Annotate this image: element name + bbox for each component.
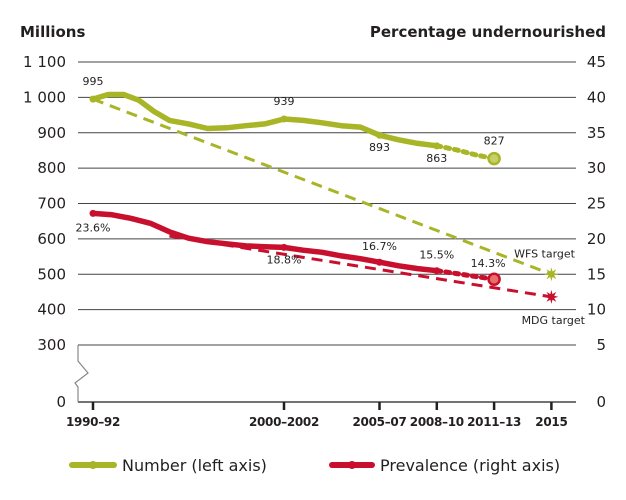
number-point	[89, 95, 97, 103]
number-data-label: 863	[426, 152, 447, 165]
number-data-label: 995	[83, 75, 104, 88]
right-tick-label: 10	[587, 301, 606, 319]
wfs-target-label: WFS target	[514, 247, 576, 260]
left-tick-label: 600	[37, 230, 66, 248]
prevalence-data-label: 15.5%	[419, 249, 454, 262]
x-tick-label: 2005–07	[353, 415, 407, 429]
wfs-target-star-icon	[544, 267, 559, 282]
left-tick-label: 0	[56, 393, 66, 411]
mdg-target-label: MDG target	[522, 314, 586, 327]
right-tick-label: 5	[596, 336, 606, 354]
number-point	[376, 131, 383, 139]
x-tick-label: 2008–10	[410, 415, 464, 429]
prevalence-point	[376, 258, 383, 266]
left-tick-label: 400	[37, 301, 66, 319]
right-tick-label: 30	[587, 159, 606, 177]
prevalence-point	[280, 243, 288, 251]
right-axis-title: Percentage undernourished	[370, 23, 606, 41]
left-axis-title: Millions	[20, 23, 85, 41]
number-data-label: 893	[369, 141, 390, 154]
legend-label-prevalence: Prevalence (right axis)	[380, 456, 560, 475]
data-labels: 995 939 893 863 827 23.6% 18.8% 16.7% 15.5% 14.3%	[76, 75, 506, 270]
left-tick-label: 500	[37, 265, 66, 283]
prevalence-projection-line	[434, 268, 497, 282]
axis-break-icon	[74, 345, 89, 402]
x-tick-label: 2000–2002	[249, 415, 319, 429]
left-tick-label: 700	[37, 195, 66, 213]
prevalence-point	[433, 267, 441, 275]
right-tick-label: 45	[587, 53, 606, 71]
legend-label-number: Number (left axis)	[122, 456, 267, 475]
prevalence-data-label: 16.7%	[362, 240, 397, 253]
legend: Number (left axis) Prevalence (right axi…	[69, 456, 560, 475]
right-tick-label: 25	[587, 195, 606, 213]
number-data-label: 827	[484, 135, 505, 148]
x-tick-label: 2015	[535, 415, 567, 429]
legend-item-prevalence: Prevalence (right axis)	[329, 456, 560, 475]
legend-item-number: Number (left axis)	[69, 456, 267, 475]
number-projection-line	[434, 143, 497, 162]
left-tick-label: 1 000	[23, 88, 66, 106]
series-lines	[89, 91, 501, 286]
target-lines: WFS target MDG target	[92, 97, 586, 327]
x-tick-label: 1990–92	[66, 415, 120, 429]
number-point	[433, 142, 441, 150]
number-point	[487, 151, 501, 166]
prevalence-data-label: 18.8%	[267, 253, 302, 266]
prevalence-point	[89, 209, 97, 217]
right-tick-label: 15	[587, 265, 606, 283]
legend-marker-number	[89, 461, 97, 469]
mdg-target-star-icon	[544, 289, 559, 304]
x-tick-label: 2011–13	[467, 415, 521, 429]
right-tick-label: 40	[587, 88, 606, 106]
left-tick-label: 900	[37, 124, 66, 142]
wfs-target-line	[92, 97, 552, 276]
prevalence-data-label: 23.6%	[76, 221, 111, 234]
right-tick-label: 20	[587, 230, 606, 248]
legend-marker-prevalence	[348, 461, 356, 469]
number-point	[280, 115, 288, 123]
right-tick-label: 0	[596, 393, 606, 411]
prevalence-data-label: 14.3%	[471, 257, 506, 270]
right-tick-label: 35	[587, 124, 606, 142]
left-tick-label: 300	[37, 336, 66, 354]
number-data-label: 939	[274, 95, 295, 108]
prevalence-point	[487, 272, 501, 286]
left-tick-label: 800	[37, 159, 66, 177]
left-tick-label: 1 100	[23, 53, 66, 71]
